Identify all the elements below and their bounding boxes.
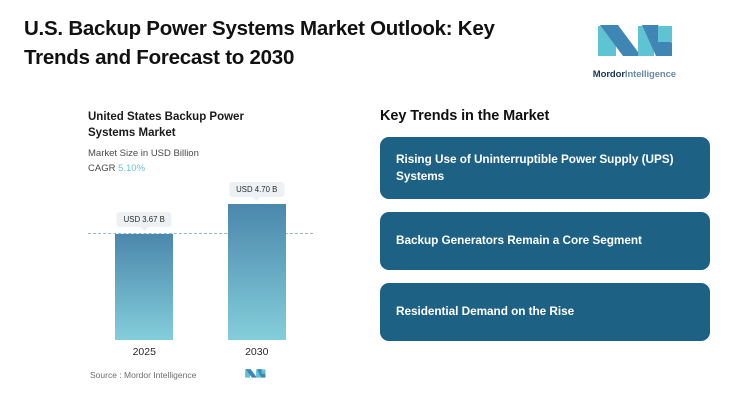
bar-column-2030[interactable]: USD 4.70 B	[227, 182, 286, 341]
brand-wordmark: MordorIntelligence	[593, 69, 676, 80]
source-logo-mark-icon	[244, 366, 266, 384]
chart-panel: United States Backup Power Systems Marke…	[88, 110, 328, 362]
trend-card-1[interactable]: Rising Use of Uninterruptible Power Supp…	[380, 137, 710, 199]
trend-card-2[interactable]: Backup Generators Remain a Core Segment	[380, 211, 710, 270]
x-axis-labels: 2025 2030	[88, 342, 313, 362]
bar-value-label-2025: USD 3.67 B	[116, 212, 172, 232]
bar-chart: USD 3.67 B USD 4.70 B 2025 2030	[88, 182, 313, 362]
bar-series: USD 3.67 B USD 4.70 B	[88, 182, 313, 341]
cagr-value: 5.10%	[118, 163, 146, 175]
trend-card-1-text: Rising Use of Uninterruptible Power Supp…	[396, 152, 674, 183]
header: U.S. Backup Power Systems Market Outlook…	[0, 0, 750, 90]
brand-logo: MordorIntelligence	[593, 22, 676, 80]
key-trends-heading: Key Trends in the Market	[380, 108, 550, 124]
cagr-label: CAGR	[88, 163, 116, 175]
trend-card-3[interactable]: Residential Demand on the Rise	[380, 282, 710, 341]
x-axis-tick-2025: 2025	[132, 346, 156, 359]
page-title: U.S. Backup Power Systems Market Outlook…	[24, 17, 495, 70]
bar-2030[interactable]	[227, 204, 286, 341]
chart-title: United States Backup Power Systems Marke…	[88, 111, 244, 139]
chart-cagr: CAGR 5.10%	[88, 163, 328, 174]
source-label: Source : Mordor Intelligence	[90, 370, 197, 380]
trend-card-2-text: Backup Generators Remain a Core Segment	[396, 233, 642, 248]
brand-word-secondary: Intelligence	[624, 69, 676, 80]
x-axis-tick-2030: 2030	[245, 346, 269, 359]
bar-column-2025[interactable]: USD 3.67 B	[115, 190, 174, 341]
bar-2025[interactable]	[115, 234, 174, 341]
mordor-intelligence-logo-mark	[594, 22, 674, 65]
chart-subtitle: Market Size in USD Billion	[88, 148, 199, 160]
trend-card-3-text: Residential Demand on the Rise	[396, 304, 575, 319]
bar-value-label-2030: USD 4.70 B	[229, 182, 285, 202]
reference-dashed-line	[88, 233, 313, 235]
key-trends-panel: Key Trends in the Market Rising Use of U…	[380, 108, 710, 341]
brand-word-primary: Mordor	[592, 69, 625, 80]
source-row: Source : Mordor Intelligence	[90, 366, 266, 384]
